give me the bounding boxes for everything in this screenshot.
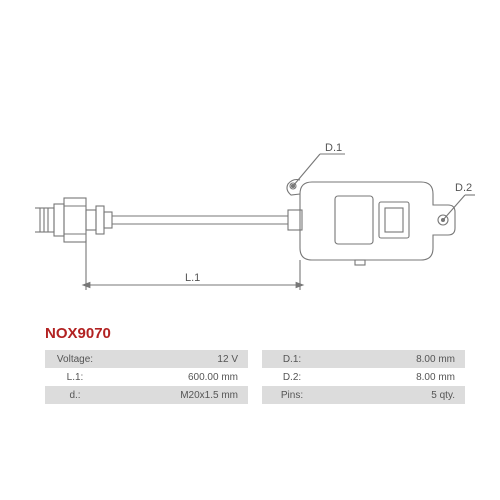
spec-table: Voltage: 12 V D.1: 8.00 mm L.1: 600.00 m… bbox=[45, 350, 465, 404]
table-row: L.1: 600.00 mm D.2: 8.00 mm bbox=[45, 368, 465, 386]
table-row: d.: M20x1.5 mm Pins: 5 qty. bbox=[45, 386, 465, 404]
spec-value: 600.00 mm bbox=[105, 368, 248, 386]
spec-value: 8.00 mm bbox=[322, 350, 465, 368]
spec-value: 5 qty. bbox=[322, 386, 465, 404]
spec-label: D.2: bbox=[262, 368, 322, 386]
spec-value: 8.00 mm bbox=[322, 368, 465, 386]
spec-value: M20x1.5 mm bbox=[105, 386, 248, 404]
spec-label: D.1: bbox=[262, 350, 322, 368]
spec-label: Pins: bbox=[262, 386, 322, 404]
spec-label: Voltage: bbox=[45, 350, 105, 368]
spec-label: d.: bbox=[45, 386, 105, 404]
dim-l1-label: L.1 bbox=[185, 272, 200, 284]
part-number-label: NOX9070 bbox=[45, 325, 111, 342]
spec-label: L.1: bbox=[45, 368, 105, 386]
dim-d1-label: D.1 bbox=[325, 142, 342, 154]
table-row: Voltage: 12 V D.1: 8.00 mm bbox=[45, 350, 465, 368]
spec-value: 12 V bbox=[105, 350, 248, 368]
sensor-diagram: d. L.1 D.1 D.2 bbox=[35, 140, 475, 310]
dim-d2-label: D.2 bbox=[455, 182, 472, 194]
